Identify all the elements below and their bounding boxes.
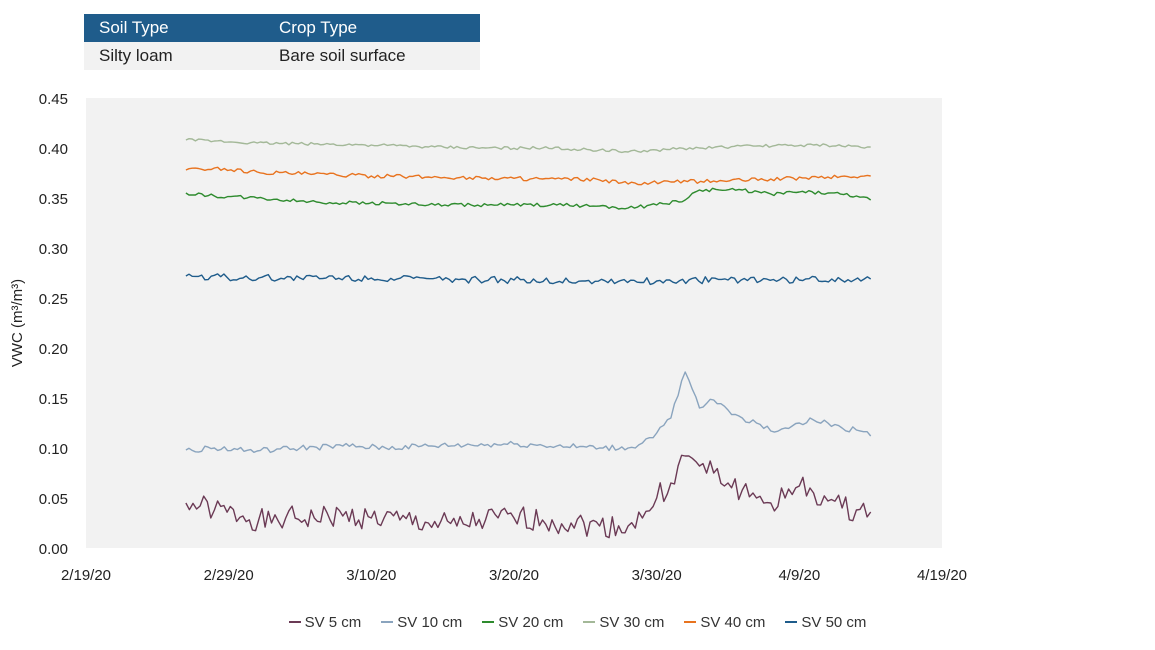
legend-label: SV 50 cm [801,614,867,631]
soil-crop-info-table: Soil Type Crop Type Silty loam Bare soil… [84,14,480,70]
series-lines [185,138,872,539]
plot-area [86,98,942,548]
y-tick-label: 0.35 [39,191,68,208]
info-table-header-row: Soil Type Crop Type [84,14,480,42]
legend-label: SV 20 cm [498,614,564,631]
legend-swatch [583,621,596,624]
legend-item-sv-30-cm: SV 30 cm [583,614,664,631]
y-tick-label: 0.40 [39,141,68,158]
y-tick-label: 0.45 [39,91,68,108]
legend-label: SV 10 cm [397,614,463,631]
series-line-sv-10-cm [185,371,872,454]
legend-swatch [684,621,697,624]
x-tick-label: 2/29/20 [204,567,254,584]
series-line-sv-50-cm [185,273,872,286]
chart-legend: SV 5 cm SV 10 cm SV 20 cm SV 30 cm SV 40 cm S… [0,614,1155,631]
y-tick-label: 0.00 [39,541,68,558]
series-line-sv-20-cm [185,187,872,210]
legend-label: SV 30 cm [599,614,665,631]
y-tick-label: 0.10 [39,441,68,458]
y-tick-label: 0.05 [39,491,68,508]
legend-swatch [482,621,495,624]
legend-label: SV 40 cm [700,614,766,631]
series-line-sv-5-cm [185,454,872,539]
y-axis-ticks: 0.00 0.05 0.10 0.15 0.20 0.25 0.30 0.35 0.40 0.45 [39,91,68,558]
series-line-sv-30-cm [185,138,871,154]
legend-label: SV 5 cm [304,614,362,631]
y-tick-label: 0.15 [39,391,68,408]
x-tick-label: 4/19/20 [917,567,967,584]
x-tick-label: 2/19/20 [61,567,111,584]
y-tick-label: 0.30 [39,241,68,258]
y-tick-label: 0.25 [39,291,68,308]
y-axis-label: VWC (m³/m³) [9,279,26,367]
legend-item-sv-10-cm: SV 10 cm [381,614,462,631]
legend-item-sv-20-cm: SV 20 cm [482,614,563,631]
legend-item-sv-5-cm: SV 5 cm [288,614,362,631]
x-tick-label: 3/20/20 [489,567,539,584]
legend-swatch [381,621,394,624]
legend-swatch [288,621,301,624]
x-tick-label: 4/9/20 [778,567,820,584]
y-tick-label: 0.20 [39,341,68,358]
x-tick-label: 3/10/20 [346,567,396,584]
crop-type-header: Crop Type [265,14,480,42]
x-axis-ticks: 2/19/20 2/29/20 3/10/20 3/20/20 3/30/20 4/9/2… [61,567,967,584]
legend-swatch [785,621,798,624]
crop-type-value: Bare soil surface [265,42,480,70]
soil-type-header: Soil Type [84,14,265,42]
series-line-sv-40-cm [185,166,871,186]
x-tick-label: 3/30/20 [632,567,682,584]
info-table-row: Silty loam Bare soil surface [84,42,480,70]
legend-item-sv-40-cm: SV 40 cm [684,614,765,631]
soil-type-value: Silty loam [84,42,265,70]
legend-item-sv-50-cm: SV 50 cm [785,614,866,631]
